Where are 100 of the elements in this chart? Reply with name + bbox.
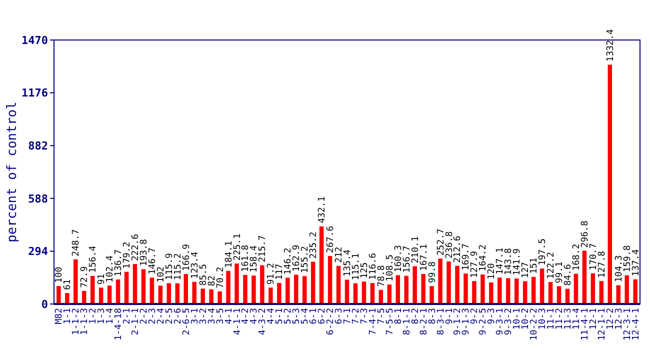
bar: [158, 286, 163, 304]
bar: [260, 265, 264, 304]
y-tick-label: 588: [28, 192, 48, 206]
x-tick-label: 12-1: [588, 308, 599, 330]
data-label: 115.2: [173, 253, 184, 280]
y-tick-label: 1176: [22, 86, 48, 100]
bar: [319, 226, 324, 304]
data-label: 137.4: [631, 249, 642, 276]
x-tick-label: 7-1: [343, 308, 353, 324]
bar: [608, 64, 612, 304]
y-tick-label: 1470: [22, 34, 48, 47]
data-label: 84.6: [563, 264, 574, 286]
x-tick-label: 12-4-1: [631, 308, 642, 341]
x-tick-label: 2-3: [148, 308, 158, 324]
bar: [252, 276, 256, 304]
x-tick-label: 4-1: [224, 308, 234, 324]
data-label: 70.2: [216, 266, 226, 288]
data-label: 167.1: [419, 244, 430, 271]
x-tick-label: 10-3: [538, 308, 548, 330]
bar: [506, 278, 510, 304]
x-tick-label: 7-4-1: [368, 308, 378, 336]
bar: [141, 269, 146, 304]
bar: [132, 264, 138, 304]
bar: [574, 274, 578, 304]
bar: [548, 282, 553, 304]
bar: [472, 281, 476, 304]
bar: [582, 250, 587, 304]
bar: [116, 279, 120, 304]
bar: [498, 278, 502, 304]
bar: [480, 274, 485, 304]
x-tick-label: 2-6-5: [182, 308, 192, 336]
bar: [90, 276, 95, 304]
data-label: 156.4: [88, 246, 99, 273]
data-label: 170.7: [588, 243, 599, 270]
x-tick-label: 11-4: [572, 308, 582, 330]
data-label: 61: [63, 279, 74, 290]
bar: [200, 288, 205, 304]
bar: [362, 282, 366, 304]
data-label: 1332.4: [606, 29, 616, 62]
data-label: 252.7: [436, 228, 446, 256]
data-label: 125: [360, 262, 370, 279]
bar: [74, 259, 78, 304]
bar: [209, 289, 214, 304]
data-label: 135.4: [343, 250, 353, 277]
bar: [489, 282, 494, 304]
x-tick-label: 8-3-1: [436, 308, 446, 336]
data-label: 115.9: [164, 253, 175, 280]
data-label: 127: [521, 262, 532, 278]
x-tick-label: 6-3: [334, 308, 345, 324]
data-label: 99.8: [428, 261, 438, 284]
y-tick-label: 0: [41, 298, 48, 311]
data-label: 236.8: [444, 231, 455, 258]
bar: [455, 266, 460, 304]
x-tick-label: 3-1: [190, 308, 200, 324]
bar: [430, 286, 434, 304]
data-label: 159.8: [622, 245, 633, 272]
bar: [446, 261, 451, 304]
x-tick-label: 8-3: [428, 308, 438, 324]
data-label: 146.7: [148, 248, 158, 275]
bar: [522, 281, 528, 304]
x-tick-label: 7-3: [360, 308, 370, 324]
bar: [370, 283, 375, 304]
data-label: 115.1: [351, 253, 362, 280]
bar: [243, 274, 248, 304]
bar: [124, 272, 129, 304]
data-label: 108.5: [385, 254, 396, 282]
x-tick-label: 3-5: [216, 308, 226, 324]
bar: [56, 286, 61, 304]
bar: [336, 266, 341, 304]
data-label: 78.8: [376, 265, 387, 287]
data-label: 156.7: [402, 246, 412, 273]
x-tick-label: 11-3: [563, 308, 574, 330]
x-tick-label: 8-1: [394, 308, 404, 324]
data-label: 225.1: [232, 233, 243, 261]
x-tick-label: 9-1: [444, 308, 455, 324]
data-label: 123.4: [190, 252, 200, 279]
data-label: 82: [207, 275, 218, 286]
bar: [294, 274, 298, 304]
data-label: 104.3: [614, 255, 624, 282]
x-tick-label: 2-1-1: [130, 308, 141, 336]
bar: [192, 282, 196, 304]
bar: [624, 275, 629, 304]
bar: [599, 281, 604, 304]
bar: [65, 293, 70, 304]
x-tick-label: 12-1-1: [597, 308, 608, 341]
data-label: 296.8: [580, 220, 590, 248]
data-label: 127.8: [597, 250, 608, 278]
bar: [226, 270, 230, 304]
x-tick-label: 7-5-5: [385, 308, 396, 336]
x-tick-label: 3-2: [198, 308, 209, 324]
y-axis-title: percent of control: [5, 102, 20, 242]
data-label: 117: [275, 264, 286, 280]
data-label: 215.7: [258, 235, 268, 262]
data-label: 248.7: [72, 229, 82, 256]
bar: [344, 280, 350, 304]
x-tick-label: 8-1-1: [402, 308, 412, 336]
bar: [310, 262, 316, 304]
data-label: 432.1: [318, 196, 328, 224]
data-label: 100: [54, 266, 65, 284]
bar: [277, 282, 282, 304]
